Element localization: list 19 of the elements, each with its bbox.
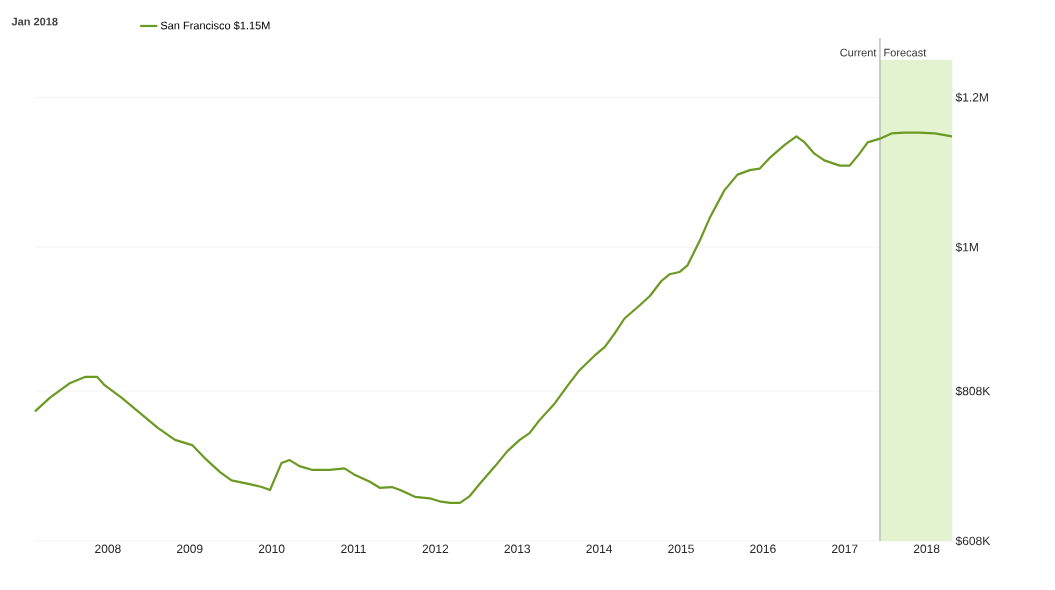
y-tick-label: $808K	[955, 386, 991, 397]
x-tick-label: 2010	[258, 544, 285, 554]
x-tick-label: 2017	[832, 544, 858, 554]
legend-label: San Francisco $1.15M	[160, 21, 270, 31]
ref-line-label: Current	[840, 48, 877, 57]
x-tick-label: 2014	[586, 544, 613, 554]
x-tick-label: 2008	[95, 544, 121, 554]
x-tick-label: 2018	[913, 544, 940, 554]
y-tick-label: $1.2M	[955, 92, 988, 103]
x-tick-label: 2013	[504, 544, 531, 554]
chart-title: Jan 2018	[11, 17, 58, 26]
x-tick-label: 2012	[422, 544, 449, 554]
y-tick-label: $608K	[955, 536, 991, 546]
y-tick-label: $1M	[955, 242, 978, 253]
x-tick-label: 2011	[341, 544, 366, 554]
band-label: Forecast	[884, 48, 927, 57]
x-tick-label: 2015	[668, 544, 694, 554]
x-tick-label: 2009	[177, 544, 203, 554]
x-tick-label: 2016	[750, 544, 776, 554]
